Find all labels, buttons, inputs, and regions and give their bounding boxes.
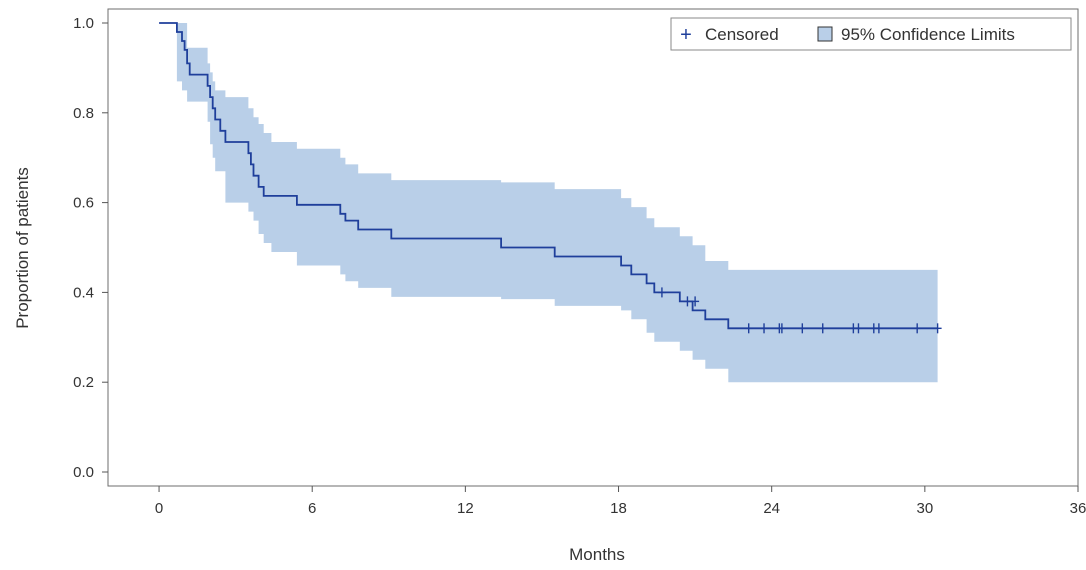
- survival-curve: [159, 22, 938, 330]
- censored-markers-layer: [657, 287, 942, 334]
- censored-marker: [933, 323, 942, 334]
- censored-marker: [818, 323, 827, 334]
- censored-marker: [683, 296, 692, 307]
- x-tick-label: 36: [1070, 500, 1086, 517]
- censored-marker: [777, 323, 786, 334]
- censored-marker: [744, 323, 753, 334]
- x-tick-label: 6: [308, 500, 316, 517]
- censored-marker: [691, 296, 700, 307]
- censored-marker: [798, 323, 807, 334]
- x-axis-title: Months: [569, 545, 625, 564]
- x-tick-label: 18: [610, 500, 627, 517]
- y-axis-ticks: 0.0 0.2 0.4 0.6 0.8 1.0: [73, 15, 108, 481]
- y-tick-label: 0.2: [73, 374, 94, 391]
- y-tick-label: 0.8: [73, 105, 94, 122]
- legend-censored-label: Censored: [705, 25, 779, 44]
- x-axis-ticks: 0 6 12 18 24 30 36: [155, 486, 1086, 517]
- x-tick-label: 12: [457, 500, 474, 517]
- censored-marker: [913, 323, 922, 334]
- censored-marker: [874, 323, 883, 334]
- x-tick-label: 30: [916, 500, 933, 517]
- legend-band-label: 95% Confidence Limits: [841, 25, 1015, 44]
- plot-frame: [107, 8, 1079, 487]
- y-tick-label: 0.6: [73, 195, 94, 212]
- survival-line-layer: [159, 22, 938, 330]
- y-tick-label: 0.0: [73, 464, 94, 481]
- confidence-band-layer: [176, 23, 938, 383]
- x-tick-label: 0: [155, 500, 163, 517]
- censored-marker: [657, 287, 666, 298]
- y-axis-title: Proportion of patients: [13, 167, 32, 329]
- censored-marker: [854, 323, 863, 334]
- legend: + Censored 95% Confidence Limits: [670, 17, 1072, 51]
- legend-frame: [670, 17, 1072, 51]
- legend-band-swatch: [817, 26, 833, 42]
- y-tick-label: 1.0: [73, 15, 94, 32]
- x-tick-label: 24: [763, 500, 780, 517]
- confidence-band: [176, 23, 938, 383]
- censored-marker: [760, 323, 769, 334]
- y-tick-label: 0.4: [73, 284, 94, 301]
- legend-censored-symbol: +: [680, 24, 692, 46]
